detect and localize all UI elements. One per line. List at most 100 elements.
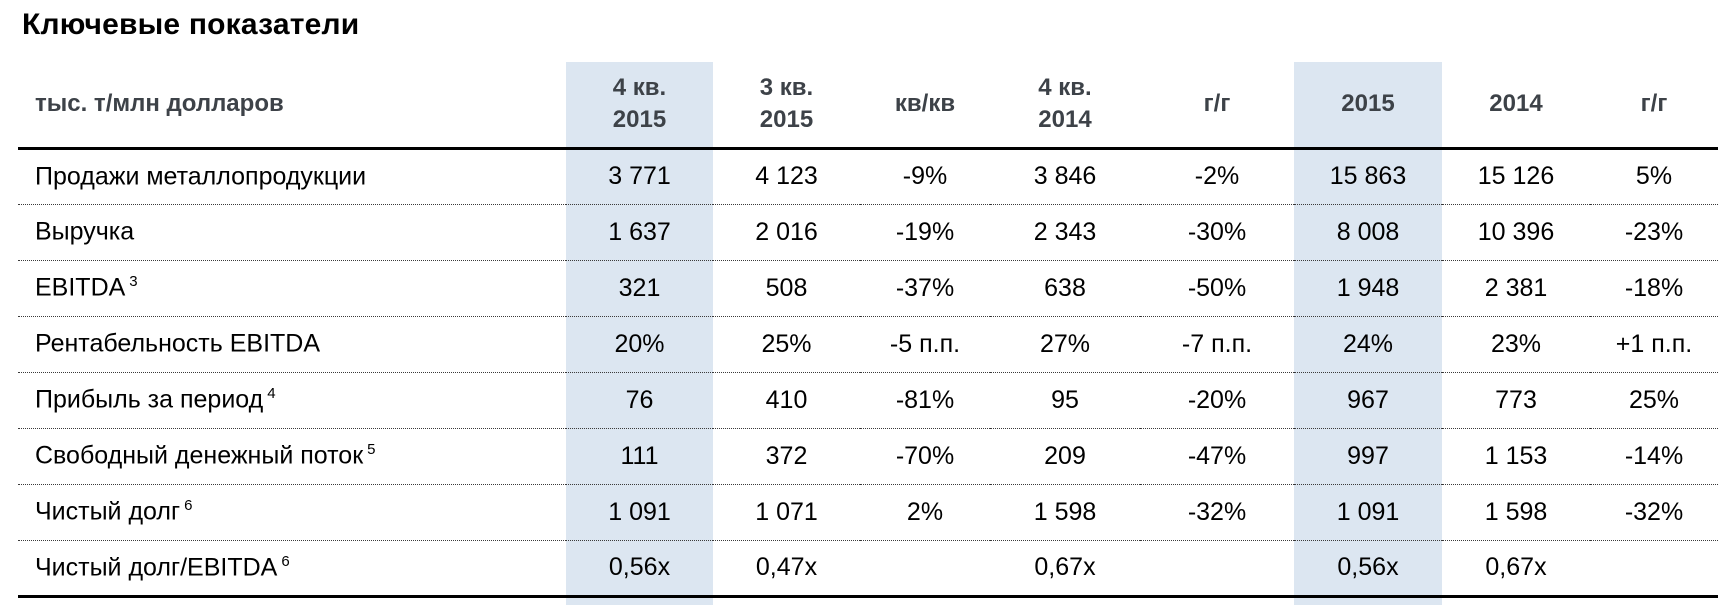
- col-header-q3-2015: 3 кв. 2015: [713, 62, 860, 148]
- cell-q3-2015: 410: [765, 385, 808, 414]
- cell-fy-2014: 2 381: [1484, 273, 1548, 302]
- row-label: Выручка: [18, 204, 566, 260]
- row-label: Свободный денежный поток 5: [18, 428, 566, 484]
- table-row-ebitda-margin: Рентабельность EBITDA 20% 25% -5 п.п. 27…: [18, 316, 1718, 372]
- col-header-line2: 2014: [1038, 106, 1092, 134]
- cell-yoy-year: -32%: [1624, 497, 1684, 526]
- cell-yoy-year: 5%: [1635, 162, 1673, 190]
- row-label-text: Рентабельность EBITDA: [35, 329, 321, 358]
- cell-yoy-quarter: -32%: [1187, 497, 1247, 526]
- cell-fy-2015: 967: [1347, 385, 1389, 414]
- cell-fy-2015: 1 091: [1336, 497, 1400, 526]
- row-label: Чистый долг 6: [18, 484, 566, 540]
- cell-q3-2015: 2 016: [755, 217, 818, 246]
- cell-yoy-quarter: -20%: [1187, 385, 1247, 414]
- cell-fy-2014: 1 153: [1484, 441, 1548, 470]
- cell-q4-2014: 209: [1044, 441, 1086, 470]
- cell-fy-2015: 24%: [1342, 329, 1394, 358]
- col-header-fy-2015: 2015: [1294, 62, 1442, 148]
- cell-q3-2015: 4 123: [755, 162, 818, 190]
- cell-q3-2015: 508: [765, 273, 808, 302]
- cell-q3-2015: 0,47x: [755, 553, 818, 581]
- table-row-revenue: Выручка 1 637 2 016 -19% 2 343 -30% 8 00…: [18, 204, 1718, 260]
- col-header-yoy-year: г/г: [1590, 62, 1718, 148]
- row-label-text: Чистый долг: [35, 497, 181, 526]
- cell-fy-2015: 8 008: [1336, 217, 1400, 246]
- cell-yoy-quarter: -30%: [1187, 217, 1247, 246]
- col-header-line1: г/г: [1203, 90, 1231, 118]
- col-header-line1: 4 кв.: [1038, 73, 1092, 101]
- footnote-marker: 5: [367, 441, 376, 459]
- cell-q4-2014: 0,67x: [1034, 553, 1096, 581]
- cell-q4-2015: 20%: [614, 329, 665, 358]
- cell-fy-2014: 10 396: [1477, 217, 1555, 246]
- col-header-line2: 2015: [759, 106, 814, 134]
- table-row-profit: Прибыль за период 4 76 410 -81% 95 -20% 9…: [18, 372, 1718, 428]
- cell-q4-2015: 3 771: [608, 162, 671, 190]
- table-row-free-cash-flow: Свободный денежный поток 5 111 372 -70% 2…: [18, 428, 1718, 484]
- cell-q4-2015: 1 091: [608, 497, 671, 526]
- cell-qoq: -5 п.п.: [889, 329, 961, 358]
- cell-q4-2014: 638: [1044, 273, 1086, 302]
- cell-qoq: -37%: [895, 273, 955, 302]
- table-body: Продажи металлопродукции 3 771 4 123 -9%…: [18, 148, 1718, 596]
- cell-fy-2014: 0,67x: [1485, 553, 1547, 581]
- cell-fy-2015: 15 863: [1329, 162, 1407, 190]
- table-row-net-debt: Чистый долг 6 1 091 1 071 2% 1 598 -32% 1…: [18, 484, 1718, 540]
- cell-qoq: -19%: [895, 217, 955, 246]
- table-row-ebitda: EBITDA 3 321 508 -37% 638 -50% 1 948 2 38…: [18, 260, 1718, 316]
- page-title: Ключевые показатели: [22, 8, 360, 41]
- cell-fy-2014: 15 126: [1477, 162, 1555, 190]
- col-header-line1: кв/кв: [894, 90, 956, 118]
- cell-q4-2014: 95: [1051, 385, 1079, 414]
- table-row-net-debt-ebitda: Чистый долг/EBITDA 6 0,56x 0,47x 0,67x 0,…: [18, 540, 1718, 596]
- col-header-line2: 2015: [612, 106, 667, 134]
- cell-yoy-year: 25%: [1628, 385, 1680, 414]
- row-label: Чистый долг/EBITDA 6: [18, 540, 566, 596]
- cell-yoy-quarter: -2%: [1194, 162, 1240, 190]
- cell-q4-2015: 76: [625, 385, 654, 414]
- cell-yoy-year: +1 п.п.: [1615, 329, 1693, 358]
- row-label: Продажи металлопродукции: [18, 148, 566, 204]
- col-header-fy-2014: 2014: [1442, 62, 1590, 148]
- cell-yoy-year: [1590, 540, 1718, 596]
- cell-q4-2014: 3 846: [1033, 162, 1097, 190]
- col-header-line1: 2014: [1489, 90, 1543, 118]
- cell-q4-2015: 1 637: [608, 217, 671, 246]
- row-label-text: Прибыль за период: [35, 385, 264, 414]
- cell-fy-2014: 773: [1495, 385, 1537, 414]
- footnote-marker: 3: [129, 273, 138, 291]
- cell-q4-2015: 321: [618, 273, 661, 302]
- cell-qoq: -81%: [895, 385, 955, 414]
- col-header-q4-2015: 4 кв. 2015: [566, 62, 713, 148]
- col-header-qoq: кв/кв: [860, 62, 990, 148]
- cell-yoy-quarter: [1140, 540, 1294, 596]
- row-label-text: Свободный денежный поток: [35, 441, 364, 470]
- cell-yoy-quarter: -50%: [1187, 273, 1247, 302]
- cell-fy-2014: 23%: [1490, 329, 1542, 358]
- cell-yoy-year: -23%: [1624, 217, 1684, 246]
- cell-q3-2015: 25%: [761, 329, 812, 358]
- cell-yoy-quarter: -7 п.п.: [1181, 329, 1253, 358]
- cell-fy-2015: 1 948: [1336, 273, 1400, 302]
- cell-q3-2015: 372: [765, 441, 808, 470]
- cell-qoq: [860, 540, 990, 596]
- row-label-text: Продажи металлопродукции: [35, 162, 367, 191]
- cell-fy-2015: 997: [1347, 441, 1389, 470]
- cell-q4-2014: 1 598: [1033, 497, 1097, 526]
- row-label-text: EBITDA: [35, 273, 126, 302]
- cell-q4-2015: 111: [620, 441, 659, 470]
- row-label: EBITDA 3: [18, 260, 566, 316]
- col-header-line1: 2015: [1341, 90, 1395, 118]
- col-header-q4-2014: 4 кв. 2014: [990, 62, 1140, 148]
- unit-header: тыс. т/млн долларов: [35, 90, 284, 118]
- footnote-marker: 6: [184, 497, 193, 515]
- table-row-sales: Продажи металлопродукции 3 771 4 123 -9%…: [18, 148, 1718, 204]
- footnote-marker: 4: [267, 385, 276, 403]
- col-header-line1: 3 кв.: [759, 73, 814, 101]
- col-header-line1: 4 кв.: [612, 73, 667, 101]
- cell-qoq: 2%: [906, 497, 944, 526]
- cell-yoy-year: -18%: [1624, 273, 1684, 302]
- row-label-text: Чистый долг/EBITDA: [35, 553, 278, 582]
